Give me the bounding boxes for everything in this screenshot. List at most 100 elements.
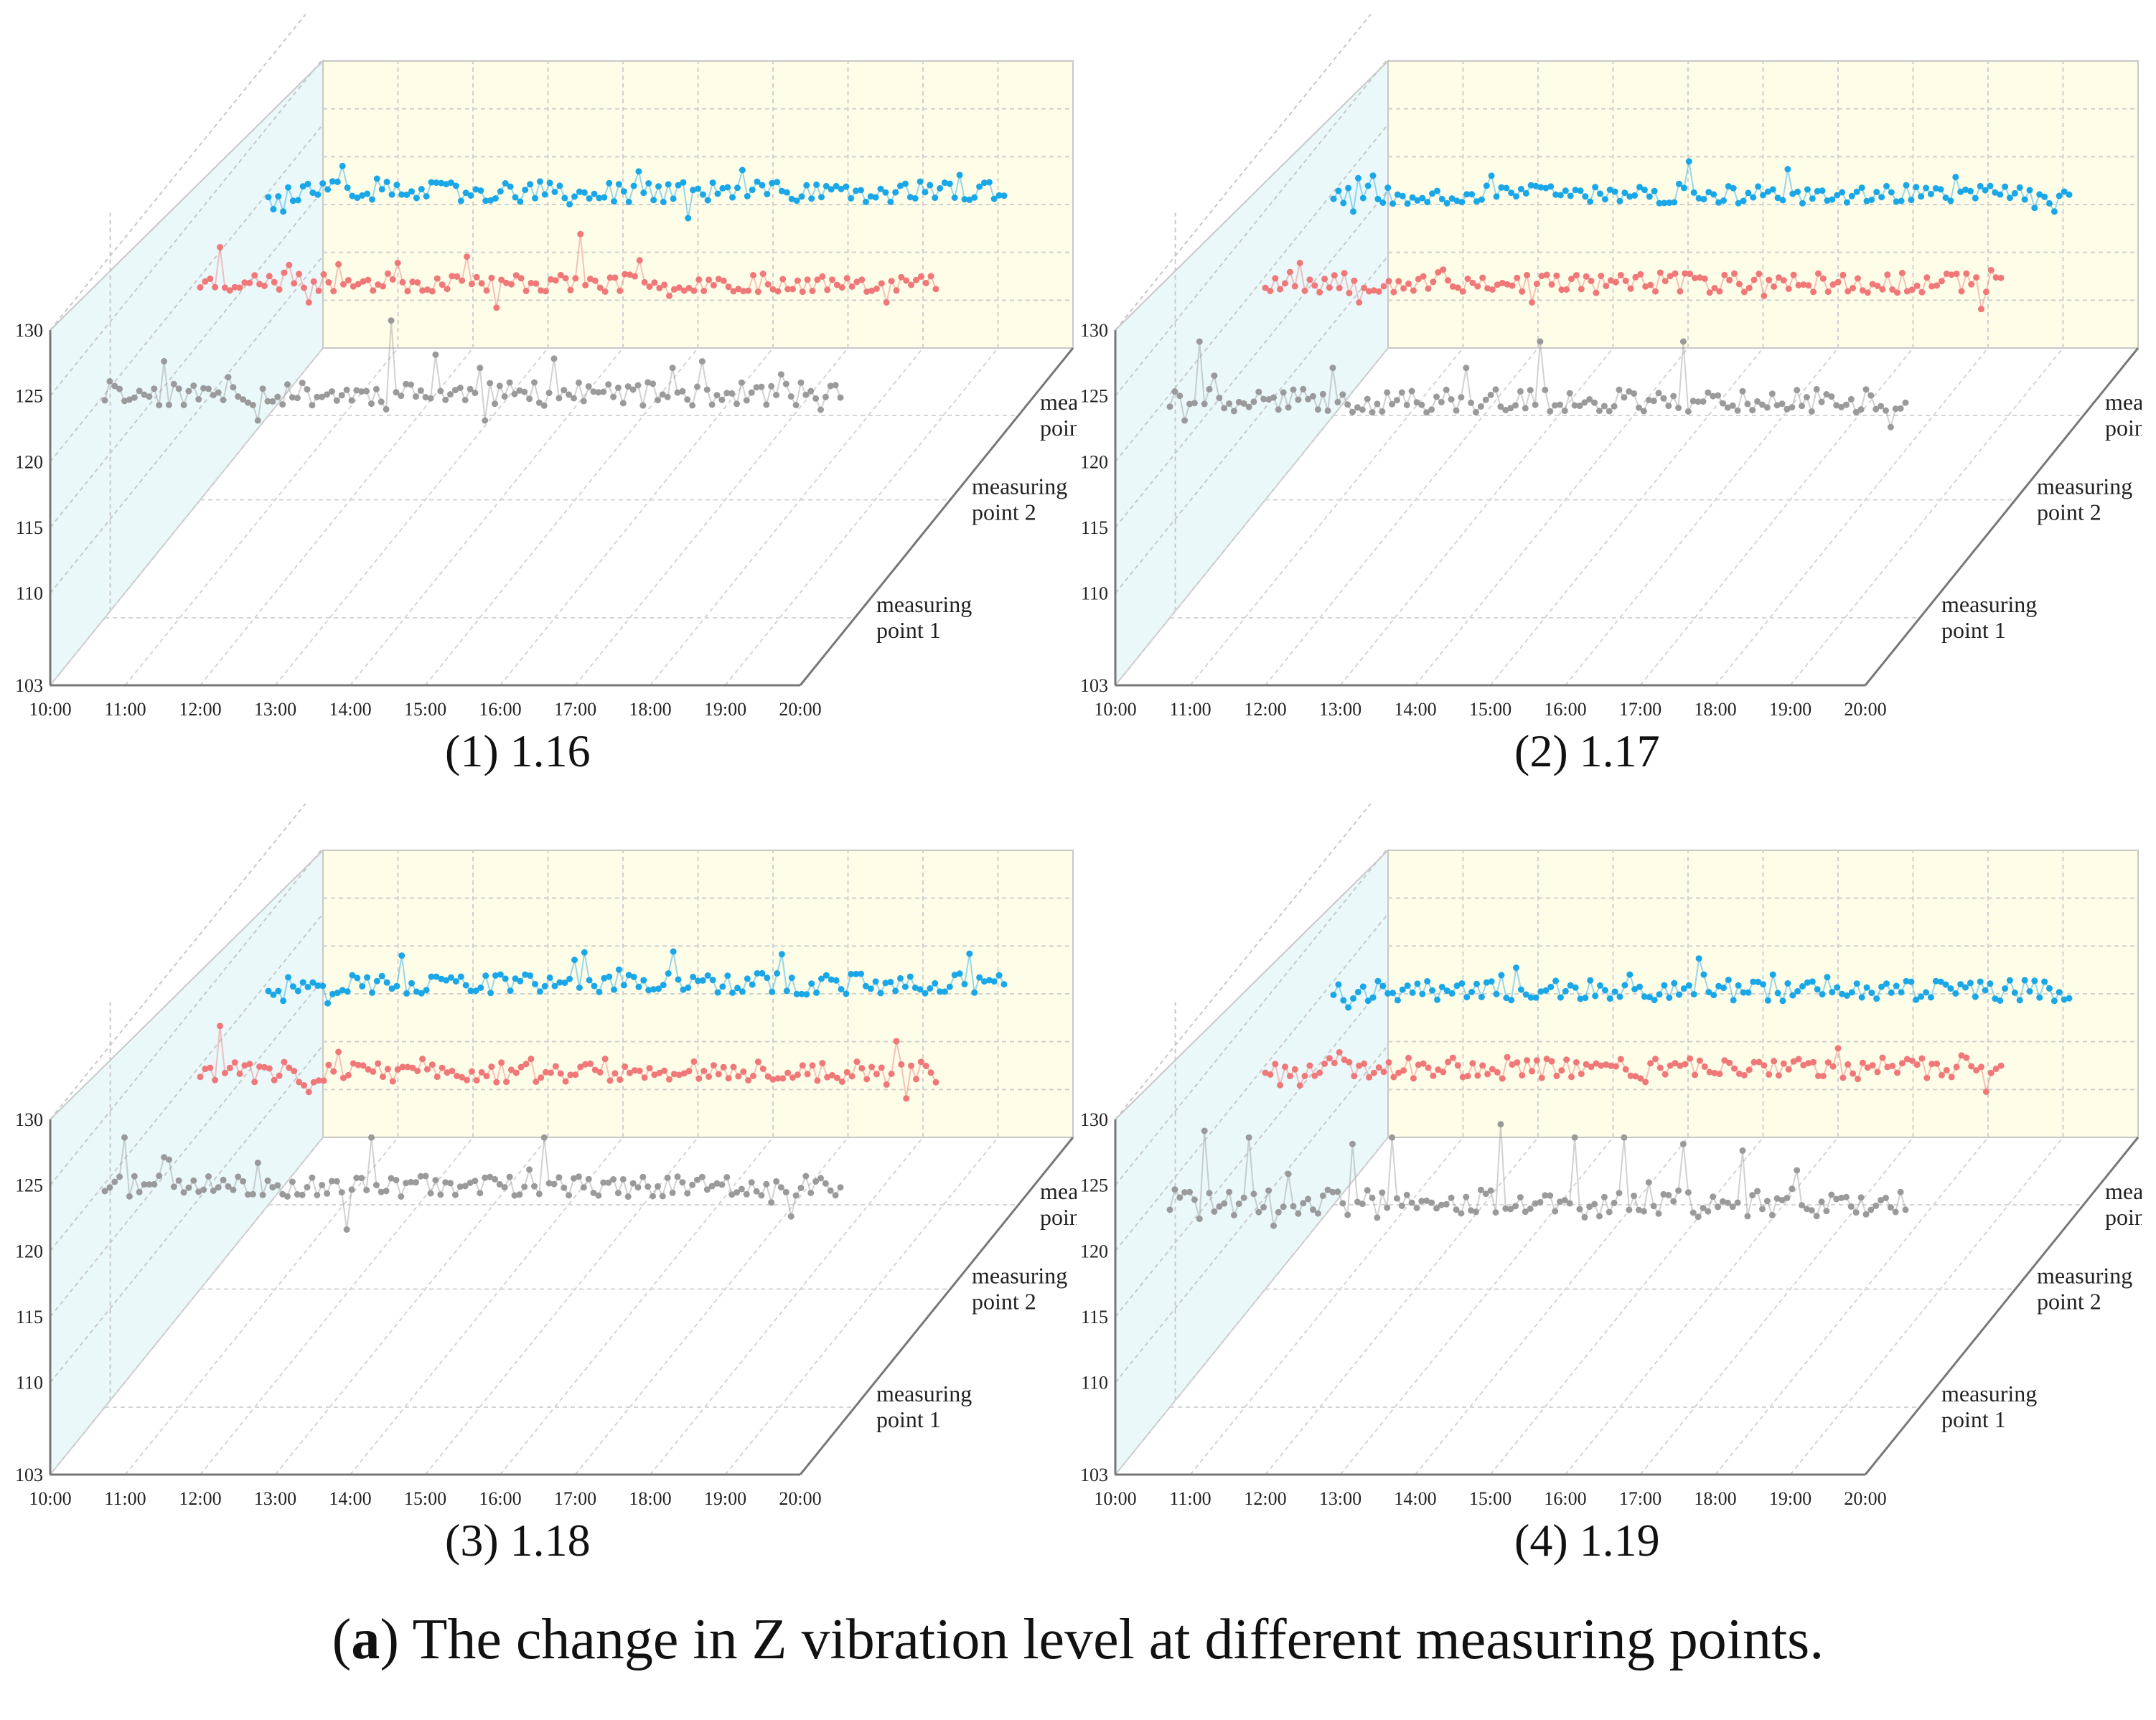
data-point-measuring-point-2 [784,1069,792,1076]
data-point-measuring-point-3 [704,197,711,204]
data-point-measuring-point-2 [1494,281,1501,288]
data-point-measuring-point-2 [601,288,609,295]
side-wall-grid [50,58,324,397]
data-point-measuring-point-3 [690,187,697,194]
data-point-measuring-point-1 [1196,338,1203,345]
data-point-measuring-point-2 [428,1061,436,1068]
data-point-measuring-point-1 [1645,397,1652,403]
data-point-measuring-point-2 [730,1063,737,1071]
data-point-measuring-point-3 [1557,192,1564,199]
data-point-measuring-point-2 [454,1073,461,1079]
data-point-measuring-point-3 [566,201,573,208]
data-point-measuring-point-2 [286,261,293,268]
data-point-measuring-point-3 [1527,994,1534,1001]
data-point-measuring-point-2 [1716,1071,1723,1078]
data-point-measuring-point-1 [126,1193,133,1200]
x-tick-label: 13:00 [254,699,296,720]
data-point-measuring-point-3 [620,188,627,195]
data-point-measuring-point-2 [1874,282,1881,289]
data-point-measuring-point-2 [1578,1071,1585,1078]
data-point-measuring-point-3 [995,192,1003,199]
data-point-measuring-point-3 [1705,189,1712,196]
data-point-measuring-point-2 [350,1060,357,1067]
data-point-measuring-point-3 [1522,189,1529,197]
data-point-measuring-point-2 [1682,270,1689,277]
data-point-measuring-point-3 [2031,977,2038,984]
data-point-measuring-point-2 [493,304,500,311]
data-point-measuring-point-2 [1824,1059,1832,1066]
data-point-measuring-point-2 [370,1068,377,1075]
data-point-measuring-point-1 [807,1190,815,1196]
data-point-measuring-point-3 [1542,987,1550,994]
data-point-measuring-point-3 [1710,191,1717,198]
data-point-measuring-point-2 [1627,285,1634,292]
data-point-measuring-point-2 [1943,1066,1950,1073]
data-point-measuring-point-1 [511,1192,518,1199]
data-point-measuring-point-2 [320,1077,327,1084]
side-wall-grid [50,1045,324,1383]
data-point-measuring-point-1 [1250,398,1257,405]
data-point-measuring-point-2 [685,284,693,291]
data-point-measuring-point-2 [1982,288,1989,296]
data-point-measuring-point-1 [787,393,795,400]
data-point-measuring-point-1 [467,385,474,393]
data-point-measuring-point-2 [1529,299,1535,306]
data-point-measuring-point-3 [1952,174,1959,181]
data-point-measuring-point-2 [740,288,747,295]
data-point-measuring-point-1 [1477,403,1484,410]
data-point-measuring-point-3 [1839,990,1846,997]
data-point-measuring-point-1 [566,391,573,398]
data-point-measuring-point-1 [624,1193,632,1200]
data-point-measuring-point-2 [1499,1075,1506,1082]
data-point-measuring-point-2 [661,281,668,288]
side-wall-grid [1115,255,1389,594]
data-point-measuring-point-3 [862,198,869,205]
data-point-measuring-point-2 [1272,1061,1279,1068]
data-point-measuring-point-3 [1483,182,1490,189]
data-point-measuring-point-2 [1829,281,1837,288]
data-point-measuring-point-1 [333,397,340,404]
data-point-measuring-point-3 [1493,990,1500,997]
data-point-measuring-point-2 [843,275,850,282]
data-point-measuring-point-2 [1326,1055,1333,1062]
data-point-measuring-point-3 [1962,984,1969,991]
data-point-measuring-point-1 [501,1184,508,1191]
data-point-measuring-point-2 [1845,1061,1852,1068]
data-point-measuring-point-3 [1587,977,1594,984]
data-point-measuring-point-2 [858,1065,866,1072]
data-point-measuring-point-1 [832,1192,839,1199]
data-point-measuring-point-3 [324,186,332,193]
data-point-measuring-point-2 [1400,1067,1407,1074]
data-point-measuring-point-3 [961,980,968,987]
data-point-measuring-point-2 [1277,1081,1284,1089]
data-point-measuring-point-2 [1612,278,1619,286]
data-point-measuring-point-1 [230,1186,237,1193]
data-point-measuring-point-3 [635,168,642,175]
data-point-measuring-point-2 [725,283,732,291]
data-point-measuring-point-1 [571,1175,577,1182]
data-point-measuring-point-2 [1667,1062,1674,1069]
data-point-measuring-point-3 [922,990,929,997]
side-wall-grid [1115,1045,1389,1383]
data-point-measuring-point-1 [822,393,829,400]
data-point-measuring-point-1 [348,1186,355,1193]
floor-grid-depth [1565,1137,1839,1475]
data-point-measuring-point-3 [1853,188,1860,195]
data-point-measuring-point-2 [596,1068,604,1076]
data-point-measuring-point-2 [1938,278,1945,285]
data-point-measuring-point-3 [1443,987,1450,995]
data-point-measuring-point-3 [1848,989,1855,996]
data-point-measuring-point-2 [1543,1056,1550,1063]
data-point-measuring-point-1 [264,1177,271,1184]
data-point-measuring-point-3 [492,972,499,979]
data-point-measuring-point-1 [1665,1192,1672,1198]
data-point-measuring-point-3 [1330,195,1337,202]
data-point-measuring-point-3 [818,194,825,201]
data-point-measuring-point-3 [670,948,677,955]
data-point-measuring-point-1 [393,389,400,396]
data-point-measuring-point-2 [858,276,866,283]
data-point-measuring-point-3 [1789,190,1796,197]
data-point-measuring-point-2 [656,1069,663,1076]
data-point-measuring-point-1 [1542,386,1549,393]
data-point-measuring-point-3 [1621,982,1628,989]
